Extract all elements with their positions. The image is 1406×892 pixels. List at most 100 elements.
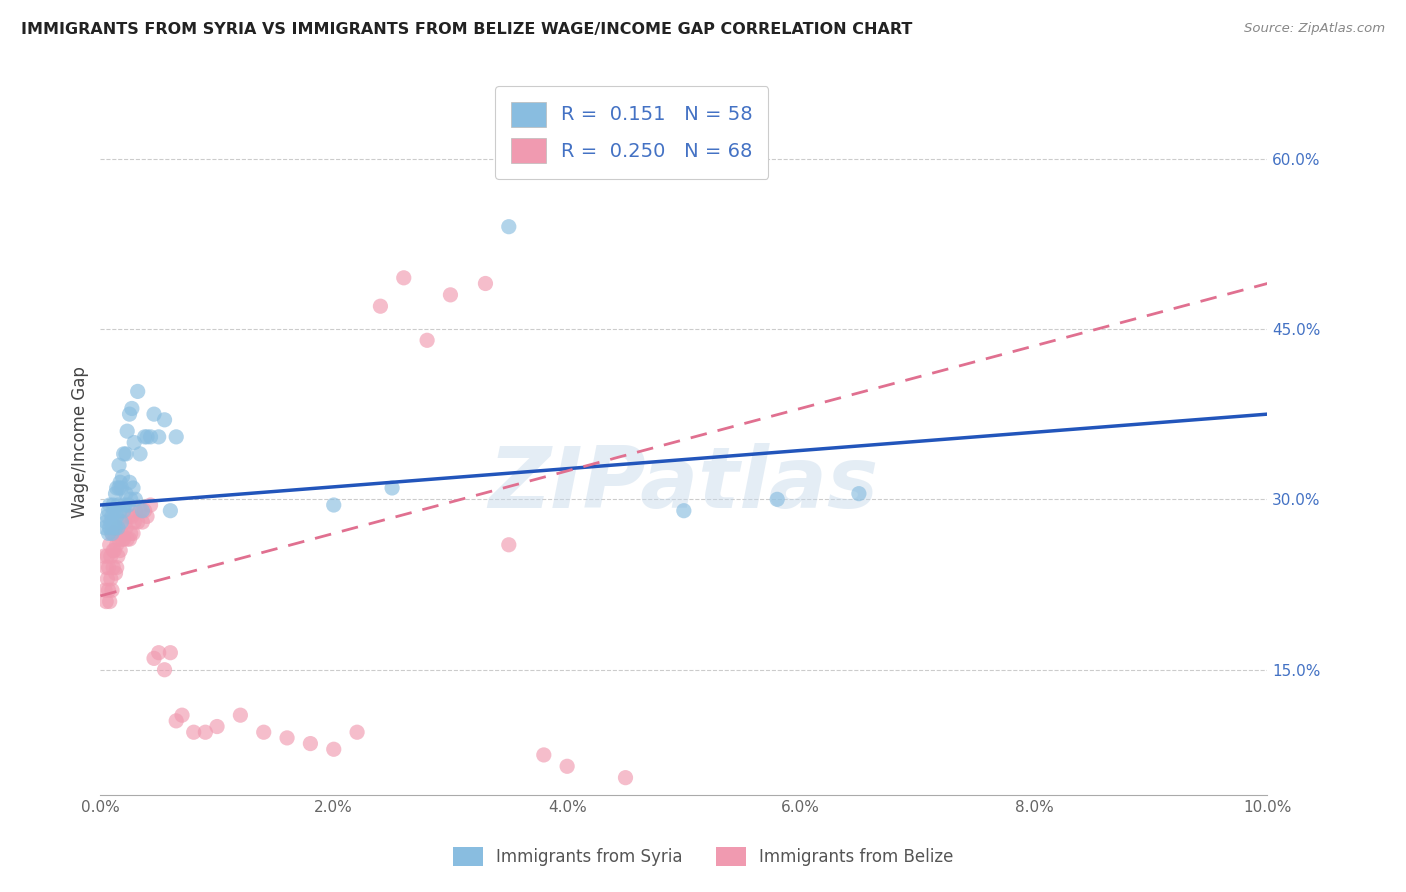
Legend: R =  0.151   N = 58, R =  0.250   N = 68: R = 0.151 N = 58, R = 0.250 N = 68: [495, 86, 769, 178]
Point: [117, 509, 139, 524]
Point: [117, 498, 139, 512]
Point: [103, 526, 125, 541]
Point: [96, 515, 118, 529]
Point: [129, 504, 152, 518]
Point: [143, 651, 166, 665]
Point: [159, 646, 181, 660]
Point: [103, 543, 125, 558]
Point: [165, 430, 187, 444]
Point: [118, 475, 141, 490]
Point: [322, 498, 344, 512]
Point: [98, 521, 121, 535]
Point: [498, 219, 520, 234]
Point: [120, 526, 142, 541]
Point: [614, 771, 637, 785]
Point: [129, 447, 152, 461]
Point: [100, 515, 122, 529]
Point: [96, 560, 118, 574]
Point: [124, 492, 146, 507]
Point: [148, 646, 170, 660]
Point: [103, 560, 125, 574]
Point: [110, 515, 132, 529]
Point: [107, 521, 129, 535]
Text: IMMIGRANTS FROM SYRIA VS IMMIGRANTS FROM BELIZE WAGE/INCOME GAP CORRELATION CHAR: IMMIGRANTS FROM SYRIA VS IMMIGRANTS FROM…: [21, 22, 912, 37]
Point: [112, 504, 135, 518]
Point: [766, 492, 789, 507]
Point: [153, 413, 176, 427]
Point: [111, 469, 134, 483]
Text: Source: ZipAtlas.com: Source: ZipAtlas.com: [1244, 22, 1385, 36]
Point: [97, 560, 120, 574]
Point: [105, 560, 128, 574]
Point: [122, 526, 145, 541]
Point: [104, 566, 127, 581]
Point: [115, 521, 138, 535]
Point: [105, 538, 128, 552]
Point: [108, 532, 131, 546]
Point: [139, 498, 162, 512]
Point: [103, 504, 125, 518]
Point: [127, 384, 149, 399]
Point: [101, 583, 124, 598]
Point: [848, 486, 870, 500]
Point: [136, 509, 159, 524]
Point: [107, 521, 129, 535]
Point: [97, 504, 120, 518]
Point: [114, 515, 136, 529]
Point: [105, 509, 128, 524]
Point: [103, 498, 125, 512]
Point: [107, 549, 129, 563]
Point: [122, 481, 145, 495]
Point: [253, 725, 276, 739]
Point: [104, 521, 127, 535]
Point: [474, 277, 496, 291]
Point: [124, 504, 146, 518]
Point: [115, 424, 138, 438]
Point: [115, 532, 138, 546]
Point: [122, 515, 145, 529]
Point: [370, 299, 392, 313]
Point: [114, 498, 136, 512]
Point: [122, 435, 145, 450]
Point: [101, 526, 124, 541]
Point: [110, 481, 132, 495]
Point: [108, 504, 131, 518]
Point: [143, 407, 166, 421]
Point: [121, 509, 143, 524]
Point: [100, 549, 122, 563]
Point: [498, 538, 520, 552]
Point: [416, 333, 439, 347]
Point: [134, 430, 156, 444]
Point: [118, 407, 141, 421]
Point: [103, 515, 125, 529]
Point: [183, 725, 205, 739]
Point: [101, 509, 124, 524]
Point: [159, 504, 181, 518]
Point: [322, 742, 344, 756]
Point: [381, 481, 404, 495]
Point: [96, 549, 118, 563]
Point: [94, 521, 117, 535]
Point: [115, 486, 138, 500]
Point: [111, 532, 134, 546]
Point: [555, 759, 578, 773]
Point: [346, 725, 368, 739]
Point: [131, 504, 153, 518]
Point: [108, 543, 131, 558]
Point: [127, 515, 149, 529]
Point: [96, 594, 118, 608]
Point: [139, 430, 162, 444]
Point: [105, 481, 128, 495]
Point: [98, 498, 121, 512]
Point: [131, 515, 153, 529]
Point: [120, 492, 142, 507]
Text: ZIPatlas: ZIPatlas: [489, 443, 879, 526]
Point: [439, 288, 461, 302]
Point: [205, 720, 228, 734]
Point: [229, 708, 252, 723]
Point: [194, 725, 217, 739]
Point: [148, 430, 170, 444]
Point: [97, 583, 120, 598]
Point: [112, 447, 135, 461]
Point: [101, 526, 124, 541]
